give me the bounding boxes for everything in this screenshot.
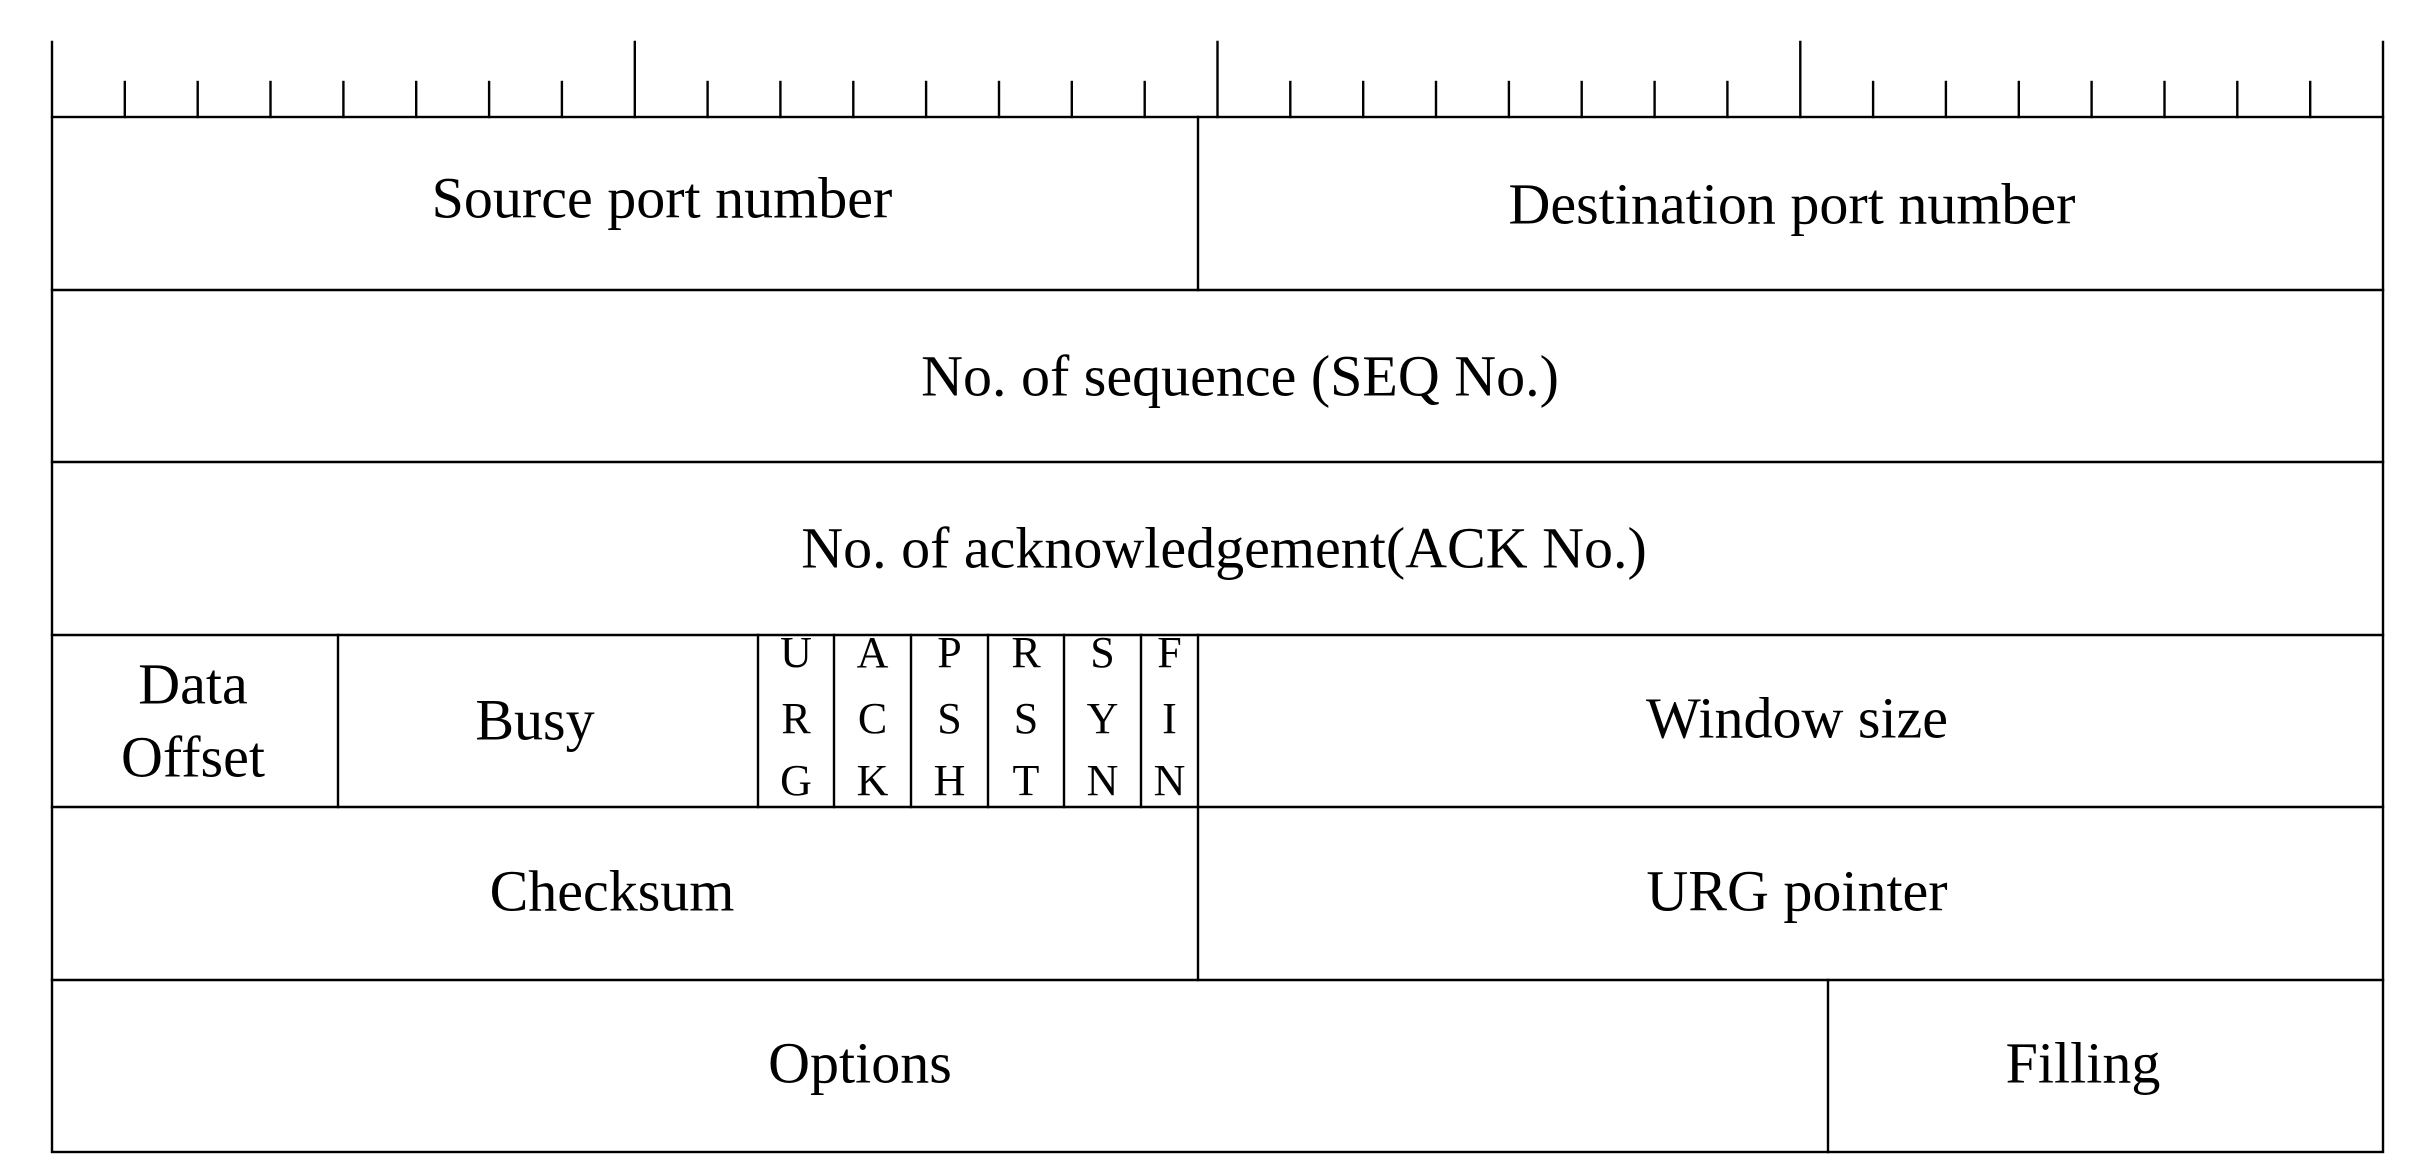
reserved-label: Busy: [475, 687, 594, 752]
flag-psh-letter: P: [937, 628, 961, 677]
flag-rst-letter: T: [1013, 756, 1040, 805]
bit-ruler: [50, 40, 2385, 119]
destination-port-label: Destination port number: [1508, 171, 2075, 236]
data-offset-label-line2: Offset: [121, 724, 265, 789]
flag-urg-letter: U: [780, 628, 812, 677]
flag-psh-letter: H: [934, 756, 966, 805]
data-offset-label: Data: [138, 651, 248, 716]
flag-syn-letter: N: [1087, 756, 1119, 805]
flag-fin-letter: N: [1154, 756, 1186, 805]
ack-number-label: No. of acknowledgement(ACK No.): [801, 515, 1647, 580]
flag-syn-letter: Y: [1087, 694, 1119, 743]
flag-rst-letter: S: [1014, 694, 1038, 743]
flag-ack-letter: C: [858, 694, 887, 743]
sequence-number-label: No. of sequence (SEQ No.): [921, 343, 1559, 408]
options-label: Options: [768, 1030, 952, 1095]
flag-rst-letter: R: [1011, 628, 1041, 677]
flag-ack-letter: K: [857, 756, 889, 805]
flag-fin-letter: I: [1162, 694, 1177, 743]
urgent-pointer-label: URG pointer: [1646, 858, 1947, 923]
flag-fin-letter: F: [1157, 628, 1181, 677]
padding-label: Filling: [2006, 1030, 2161, 1095]
flag-urg-letter: R: [781, 694, 811, 743]
source-port-label: Source port number: [432, 165, 893, 230]
window-size-label: Window size: [1646, 685, 1948, 750]
checksum-label: Checksum: [490, 858, 735, 923]
flag-syn-letter: S: [1090, 628, 1114, 677]
flag-psh-letter: S: [937, 694, 961, 743]
flag-ack-letter: A: [857, 628, 889, 677]
flag-urg-letter: G: [780, 756, 812, 805]
